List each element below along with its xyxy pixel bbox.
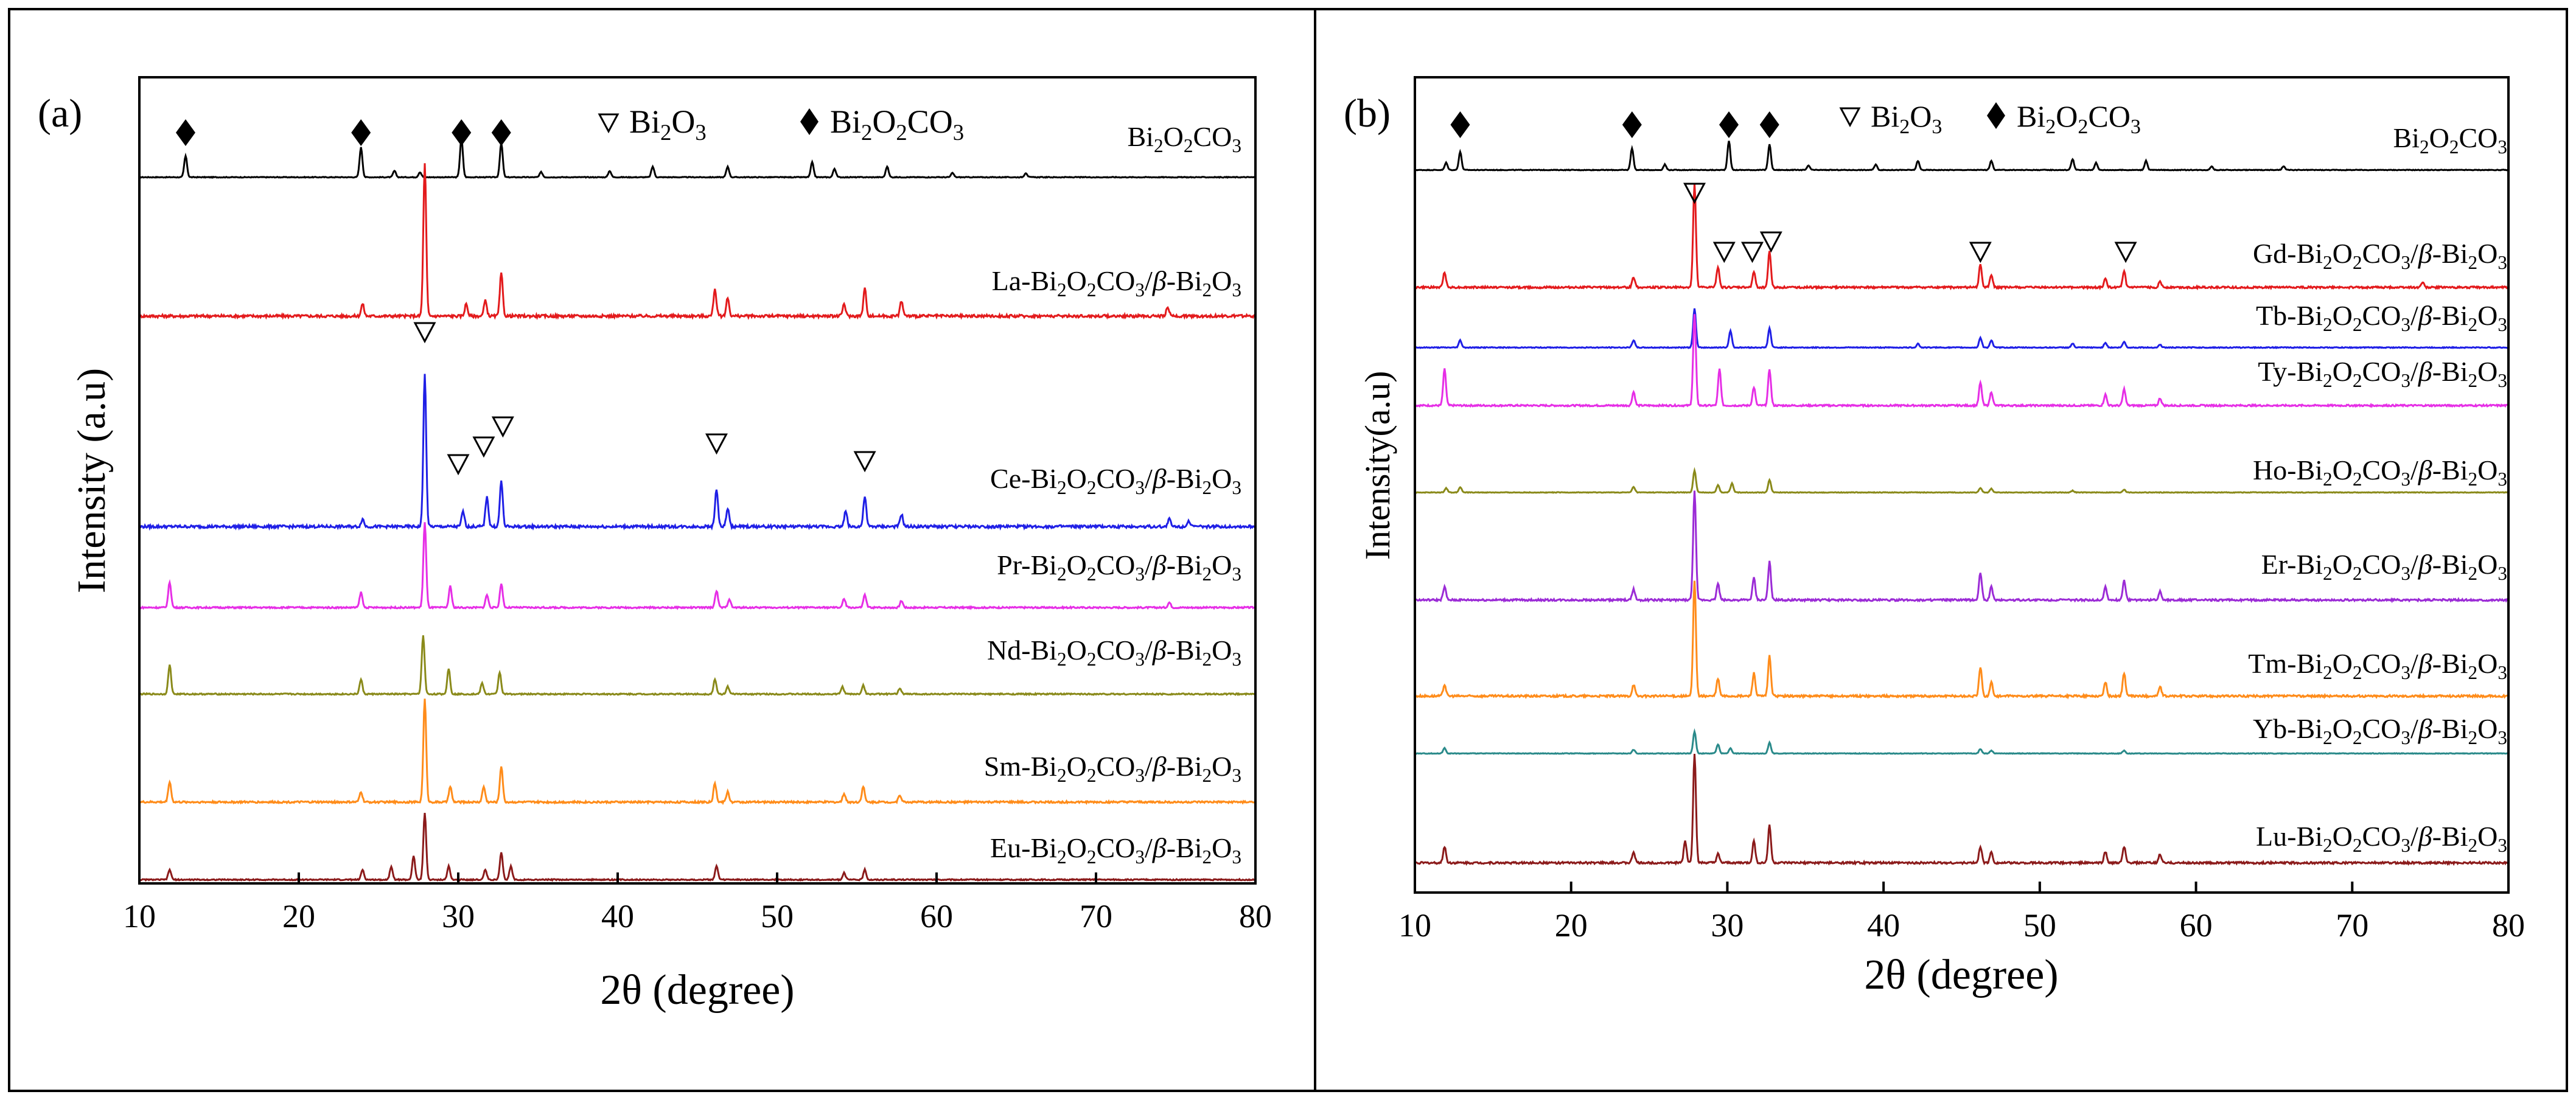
panel-a-chart: (a) Bi2​O2​CO3​ La-Bi2​O2​CO3​/β-Bi2​O3​ C… (38, 76, 1272, 1014)
series-line (138, 374, 1256, 531)
x-tick-label: 70 (1080, 898, 1112, 935)
triangle-marker (413, 322, 436, 344)
x-tick-label: 20 (282, 898, 315, 935)
triangle-marker (472, 436, 495, 458)
series-line (1414, 728, 2509, 755)
series-label: Ty-Bi2​O2​CO3​/β-Bi2​O3​ (2258, 356, 2507, 391)
x-tick-label: 30 (442, 898, 475, 935)
legend-triangle-label: Bi2​O3​ (629, 103, 707, 145)
diamond-marker (452, 119, 472, 146)
diamond-marker (351, 119, 371, 146)
panel-b-markers (1450, 111, 2137, 263)
x-tick-label: 60 (2180, 907, 2213, 944)
panel-a-markers (175, 119, 876, 476)
series-line (1414, 141, 2508, 172)
panel-a-plot-frame (138, 76, 1257, 885)
x-tick-label: 70 (2336, 907, 2368, 944)
series-label: Tb-Bi2​O2​CO3​/β-Bi2​O3​ (2256, 300, 2507, 335)
legend-triangle-icon (1839, 107, 1861, 128)
x-tick-label: 50 (2023, 907, 2056, 944)
series-label: Er-Bi2​O2​CO3​/β-Bi2​O3​ (2261, 549, 2507, 584)
legend-diamond-label: Bi2​O2​CO3​ (2017, 99, 2141, 138)
panel-a-y-axis-title: Intensity (a.u) (69, 368, 114, 593)
panel-b-chart: (b) Bi2​O2​CO3​ Gd-Bi2​O2​CO3​/β-Bi2​O3​ T… (1344, 76, 2525, 998)
series-label: Gd-Bi2​O2​CO3​/β-Bi2​O3​ (2253, 238, 2507, 273)
series-line (139, 635, 1257, 697)
triangle-marker (853, 451, 876, 473)
diamond-marker (1622, 111, 1642, 138)
series-label: Sm-Bi2​O2​CO3​/β-Bi2​O3​ (984, 751, 1241, 786)
series-line (1414, 308, 2509, 350)
legend-triangle-label: Bi2​O3​ (1871, 99, 1942, 138)
panel-b-label: (b) (1344, 91, 1391, 136)
panel-a-series-labels: Bi2​O2​CO3​ La-Bi2​O2​CO3​/β-Bi2​O3​ Ce-Bi… (984, 121, 1241, 868)
diamond-marker (175, 119, 195, 146)
diamond-marker (1759, 111, 1779, 138)
panel-b-legend: Bi2​O3​ Bi2​O2​CO3​ (1839, 99, 2141, 138)
triangle-marker (1712, 242, 1736, 263)
panel-b-series (1414, 141, 2510, 866)
diamond-marker (1719, 111, 1739, 138)
triangle-marker (491, 416, 514, 438)
x-tick-label: 10 (1398, 907, 1431, 944)
series-line (138, 698, 1257, 806)
x-tick-label: 50 (761, 898, 794, 935)
panel-b-x-axis: 10 20 30 40 50 60 70 80 (1398, 882, 2525, 944)
legend-diamond-icon (800, 108, 819, 135)
panel-a-x-axis-title: 2θ (degree) (600, 967, 794, 1014)
series-label: Pr-Bi2​O2​CO3​/β-Bi2​O3​ (997, 549, 1241, 585)
panel-b-series-labels: Bi2​O2​CO3​ Gd-Bi2​O2​CO3​/β-Bi2​O3​ Tb-Bi… (2248, 122, 2507, 856)
triangle-marker (2114, 242, 2137, 263)
triangle-marker (447, 454, 470, 476)
series-label: Nd-Bi2​O2​CO3​/β-Bi2​O3​ (987, 635, 1241, 670)
panel-a-x-axis: 10 20 30 40 50 60 70 80 (123, 872, 1272, 935)
x-tick-label: 60 (920, 898, 953, 935)
panel-a-label: (a) (38, 91, 82, 136)
series-line (1414, 183, 2510, 291)
series-line (139, 522, 1257, 610)
x-tick-label: 40 (601, 898, 634, 935)
series-line (138, 163, 1257, 321)
series-line (1414, 754, 2509, 866)
series-line (1414, 314, 2509, 408)
panel-b-x-axis-title: 2θ (degree) (1864, 952, 2058, 998)
series-label: Ho-Bi2​O2​CO3​/β-Bi2​O3​ (2253, 454, 2507, 490)
series-label: Bi2​O2​CO3​ (2393, 122, 2507, 158)
panel-b-y-axis-title: Intensity(a.u) (1358, 371, 1397, 560)
series-label: Yb-Bi2​O2​CO3​/β-Bi2​O3​ (2253, 713, 2507, 748)
legend-diamond-icon (1987, 102, 2005, 129)
diamond-marker (491, 119, 511, 146)
series-label: La-Bi2​O2​CO3​/β-Bi2​O3​ (992, 265, 1241, 301)
diamond-marker (1450, 111, 1470, 138)
series-label: Eu-Bi2​O2​CO3​/β-Bi2​O3​ (990, 832, 1241, 868)
x-tick-label: 40 (1867, 907, 1900, 944)
series-line (1414, 580, 2509, 700)
series-label: Bi2​O2​CO3​ (1127, 121, 1241, 156)
figure-frame (8, 8, 2568, 1092)
x-tick-label: 80 (1239, 898, 1272, 935)
panel-b-plot-frame (1414, 76, 2510, 894)
series-line (1414, 490, 2509, 604)
legend-triangle-icon (598, 113, 620, 134)
legend-diamond-label: Bi2​O2​CO3​ (830, 103, 964, 145)
triangle-marker (1741, 242, 1764, 263)
triangle-marker (1759, 231, 1782, 253)
triangle-marker (705, 433, 728, 455)
series-label: Tm-Bi2​O2​CO3​/β-Bi2​O3​ (2248, 648, 2507, 683)
series-line (139, 812, 1256, 882)
triangle-marker (1969, 242, 1992, 263)
x-tick-label: 20 (1555, 907, 1588, 944)
panel-a-series (138, 138, 1257, 882)
panel-a-legend: Bi2​O3​ Bi2​O2​CO3​ (598, 103, 964, 145)
series-line (139, 138, 1256, 179)
triangle-marker (1683, 183, 1706, 204)
series-line (1414, 467, 2509, 494)
x-tick-label: 10 (123, 898, 156, 935)
x-tick-label: 30 (1711, 907, 1744, 944)
series-label: Lu-Bi2​O2​CO3​/β-Bi2​O3​ (2256, 821, 2507, 856)
series-label: Ce-Bi2​O2​CO3​/β-Bi2​O3​ (990, 463, 1241, 498)
x-tick-label: 80 (2492, 907, 2525, 944)
